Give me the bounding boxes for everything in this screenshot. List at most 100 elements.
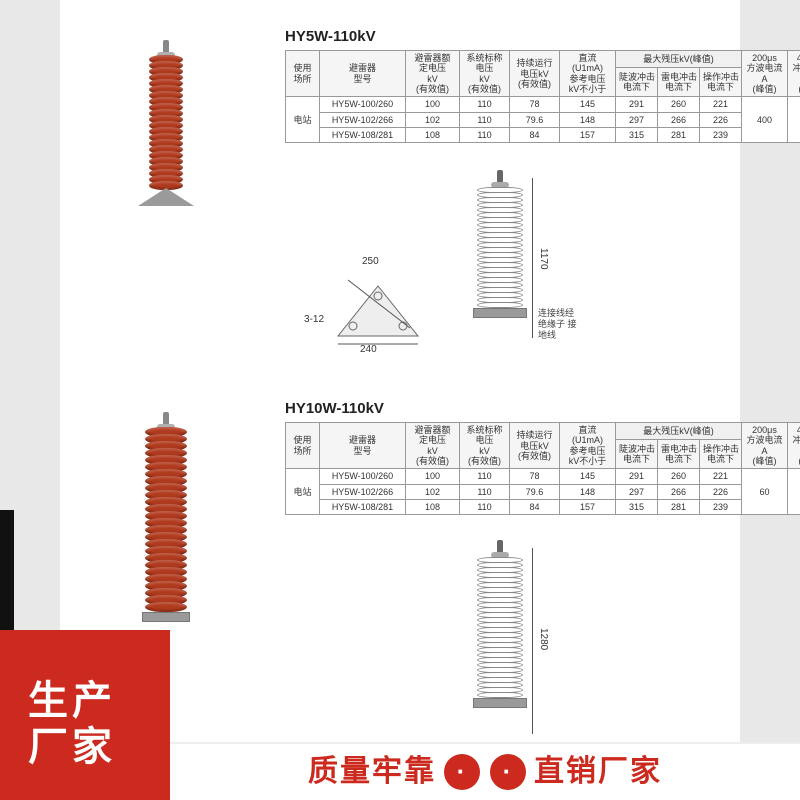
cell-model: HY5W-100/260 — [320, 469, 406, 484]
cell-sys: 110 — [460, 97, 510, 112]
col-subheader: 操作冲击电流下 — [700, 440, 742, 469]
cell-model: HY5W-108/281 — [320, 500, 406, 515]
section2-title: HY10W-110kV — [285, 400, 384, 417]
col-header: 直流(U1mA)参考电压kV不小于 — [560, 51, 616, 97]
col-subheader: 陡波冲击电流下 — [616, 440, 658, 469]
cell-cont: 78 — [510, 97, 560, 112]
col-header: 200μs方波电流A(峰值) — [742, 51, 788, 97]
cell-dc: 145 — [560, 469, 616, 484]
base-mount-diagram — [318, 266, 438, 356]
arrester-top-photo — [138, 40, 194, 206]
cell-place: 电站 — [286, 469, 320, 515]
col-header: 最大残压kV(峰值) — [616, 423, 742, 440]
cell-r1: 315 — [616, 500, 658, 515]
cell-sys: 110 — [460, 484, 510, 499]
col-header: 直流(U1mA)参考电压kV不小于 — [560, 423, 616, 469]
promo-badge-bottom: 质量牢靠 · · 直销厂家 — [170, 742, 800, 800]
cell-cont: 84 — [510, 500, 560, 515]
col-header: 使用场所 — [286, 51, 320, 97]
cell-model: HY5W-100/260 — [320, 97, 406, 112]
cell-model: HY5W-102/266 — [320, 112, 406, 127]
cell-rated: 102 — [406, 112, 460, 127]
spec-table-2: 使用场所避雷器型号避雷器额定电压kV(有效值)系统标称电压kV(有效值)持续运行… — [285, 422, 800, 515]
cell-r3: 221 — [700, 469, 742, 484]
cell-sys: 110 — [460, 112, 510, 127]
cell-tail: 65 — [788, 97, 800, 143]
cell-cont: 79.6 — [510, 112, 560, 127]
dim-height2: 1280 — [538, 628, 549, 650]
cell-model: HY5W-102/266 — [320, 484, 406, 499]
cell-r1: 297 — [616, 112, 658, 127]
cell-rated: 100 — [406, 469, 460, 484]
section1-title: HY5W-110kV — [285, 28, 376, 45]
cell-rated: 100 — [406, 97, 460, 112]
cell-r3: 239 — [700, 500, 742, 515]
col-header: 200μs方波电流A(峰值) — [742, 423, 788, 469]
cell-dc: 148 — [560, 112, 616, 127]
cell-sys: 110 — [460, 500, 510, 515]
mount-dim-top: 250 — [362, 256, 379, 267]
mount-hole: 3-12 — [304, 314, 324, 325]
cell-r1: 291 — [616, 97, 658, 112]
cell-r3: 221 — [700, 97, 742, 112]
col-header: 最大残压kV(峰值) — [616, 51, 742, 68]
cell-cont: 79.6 — [510, 484, 560, 499]
col-subheader: 雷电冲击电流下 — [658, 440, 700, 469]
cell-r2: 281 — [658, 500, 700, 515]
cell-r1: 315 — [616, 128, 658, 143]
cell-rated: 102 — [406, 484, 460, 499]
cell-tail: 100 — [788, 469, 800, 515]
col-subheader: 操作冲击电流下 — [700, 68, 742, 97]
cell-r1: 297 — [616, 484, 658, 499]
col-header: 避雷器型号 — [320, 423, 406, 469]
cell-r2: 266 — [658, 484, 700, 499]
promo-left-line1: 生产 — [0, 678, 116, 724]
col-subheader: 雷电冲击电流下 — [658, 68, 700, 97]
cell-tail: 60 — [742, 469, 788, 515]
dim-line-v1 — [532, 178, 533, 338]
cell-sys: 110 — [460, 128, 510, 143]
promo-left-line2: 厂家 — [0, 724, 116, 770]
arrester-bottom-photo — [142, 412, 190, 622]
promo-bottom-suffix: 直销厂家 — [534, 755, 662, 790]
cell-tail: 400 — [742, 97, 788, 143]
col-header: 4/10μs冲击电流kA(峰值) — [788, 423, 800, 469]
dim-height1: 1170 — [538, 248, 549, 270]
cell-r2: 266 — [658, 112, 700, 127]
cell-sys: 110 — [460, 469, 510, 484]
cell-r3: 226 — [700, 484, 742, 499]
col-header: 避雷器额定电压kV(有效值) — [406, 423, 460, 469]
col-header: 避雷器额定电压kV(有效值) — [406, 51, 460, 97]
promo-dot-1: · — [444, 754, 480, 790]
arrester-top-linedrawing — [473, 170, 527, 318]
cell-r2: 260 — [658, 97, 700, 112]
col-header: 使用场所 — [286, 423, 320, 469]
cell-dc: 157 — [560, 500, 616, 515]
mount-dim-bottom: 240 — [360, 344, 377, 355]
side-strip — [0, 510, 14, 630]
promo-bottom-prefix: 质量牢靠 — [308, 755, 436, 790]
cell-r3: 239 — [700, 128, 742, 143]
cell-rated: 108 — [406, 128, 460, 143]
cell-place: 电站 — [286, 97, 320, 143]
cell-r2: 260 — [658, 469, 700, 484]
mount-note: 连接线经 绝缘子 接地线 — [538, 308, 578, 340]
col-header: 持续运行电压kV(有效值) — [510, 423, 560, 469]
cell-r3: 226 — [700, 112, 742, 127]
col-subheader: 陡波冲击电流下 — [616, 68, 658, 97]
cell-dc: 145 — [560, 97, 616, 112]
col-header: 持续运行电压kV(有效值) — [510, 51, 560, 97]
spec-table-1: 使用场所避雷器型号避雷器额定电压kV(有效值)系统标称电压kV(有效值)持续运行… — [285, 50, 800, 143]
promo-badge-left: 生产 厂家 — [0, 630, 170, 800]
cell-cont: 84 — [510, 128, 560, 143]
cell-dc: 148 — [560, 484, 616, 499]
cell-r2: 281 — [658, 128, 700, 143]
cell-dc: 157 — [560, 128, 616, 143]
col-header: 系统标称电压kV(有效值) — [460, 423, 510, 469]
col-header: 避雷器型号 — [320, 51, 406, 97]
dim-line-v2 — [532, 548, 533, 734]
col-header: 系统标称电压kV(有效值) — [460, 51, 510, 97]
promo-dot-2: · — [490, 754, 526, 790]
cell-model: HY5W-108/281 — [320, 128, 406, 143]
arrester-bottom-linedrawing — [473, 540, 527, 708]
